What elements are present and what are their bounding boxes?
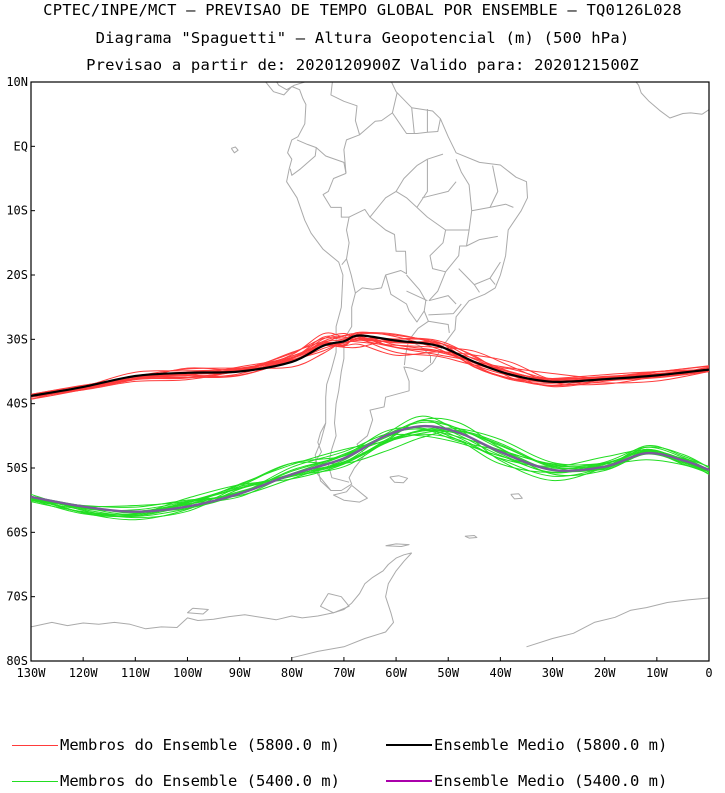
border-venezuela-brazil (359, 92, 398, 136)
border-guianas (391, 107, 441, 134)
alexander-island (320, 593, 350, 614)
ensemble-member-line (31, 433, 709, 518)
map-panel: 10N EQ 10S 20S 30S 40S 50S 60S 70S 80S 130W 120W 11… (6, 0, 713, 680)
ensemble-mean-5400-line (31, 424, 709, 513)
lat-label: 50S (6, 461, 28, 475)
border-colombia-venezuela (330, 82, 361, 174)
legend-mean-5400: Ensemble Medio (5400.0 m) (386, 769, 667, 793)
lat-label: 60S (6, 525, 28, 539)
lon-label: 120W (69, 666, 99, 680)
south-georgia (510, 493, 523, 500)
legend-label-mean-5400: Ensemble Medio (5400.0 m) (434, 772, 668, 790)
lon-label: 0 (705, 666, 712, 680)
lat-label: 10S (6, 204, 28, 218)
legend-members-5400: Membros do Ensemble (5400.0 m) (12, 769, 340, 793)
lat-label: 70S (6, 590, 28, 604)
legend-swatch-members-5800 (12, 744, 58, 746)
falkland-islands (389, 475, 409, 484)
legend: Membros do Ensemble (5800.0 m) Ensemble … (0, 730, 725, 792)
legend-swatch-mean-5800 (386, 744, 432, 746)
caribbean-coast (276, 82, 305, 91)
lon-label: 130W (17, 666, 47, 680)
title-line-2: Diagrama "Spaguetti" — Altura Geopotenci… (95, 29, 630, 47)
ensemble-member-line (31, 334, 709, 400)
south-orkney (464, 535, 478, 539)
south-shetland (385, 543, 410, 547)
ensemble-member-line (31, 341, 709, 400)
legend-label-members-5800: Membros do Ensemble (5800.0 m) (60, 736, 340, 754)
lat-label: 40S (6, 397, 28, 411)
ensemble-member-line (31, 340, 709, 396)
ensemble-member-line (31, 430, 709, 513)
ensemble-member-line (31, 337, 709, 396)
border-peru-brazil (322, 172, 350, 218)
ensemble-member-line (31, 433, 709, 517)
border-peru-chile (341, 258, 347, 266)
border-colombia-peru (315, 147, 347, 174)
ensemble-member-line (31, 332, 709, 397)
lon-label: 20W (594, 666, 616, 680)
tierra-del-fuego (333, 485, 368, 503)
members-5800-layer (31, 331, 709, 400)
brazil-states (369, 153, 514, 333)
antarctic-east-coast (291, 552, 413, 659)
ensemble-member-line (31, 339, 709, 396)
ensemble-mean-5800-line (31, 334, 709, 397)
legend-label-members-5400: Membros do Ensemble (5400.0 m) (60, 772, 340, 790)
border-bolivia (346, 208, 407, 294)
lon-label: 70W (333, 666, 355, 680)
legend-members-5800: Membros do Ensemble (5800.0 m) (12, 733, 340, 757)
ensemble-member-line (31, 419, 709, 519)
antarctic-peninsula (31, 552, 412, 630)
border-argentina-brazil (408, 310, 429, 341)
lat-label: 20S (6, 268, 28, 282)
lon-label: 100W (173, 666, 203, 680)
title-line-3: Previsao a partir de: 2020120900Z Valido… (86, 56, 639, 74)
lon-label: 40W (490, 666, 512, 680)
lat-label: EQ (14, 139, 28, 153)
lon-label: 90W (229, 666, 251, 680)
longitude-labels: 130W 120W 110W 100W 90W 80W 70W 60W 50W 40W 30W 20W… (17, 666, 713, 680)
lat-label: 10N (6, 75, 28, 89)
legend-swatch-members-5400 (12, 780, 58, 782)
lon-label: 110W (121, 666, 151, 680)
coastlines-layer (31, 0, 709, 659)
cuba-coast (266, 0, 318, 18)
lat-label: 80S (6, 654, 28, 668)
ensemble-member-line (31, 332, 709, 398)
title-line-1: CPTEC/INPE/MCT — PREVISAO DE TEMPO GLOBA… (43, 1, 682, 19)
latitude-labels: 10N EQ 10S 20S 30S 40S 50S 60S 70S 80S (6, 75, 28, 668)
lon-label: 10W (646, 666, 668, 680)
legend-mean-5800: Ensemble Medio (5800.0 m) (386, 733, 667, 757)
africa-edge (635, 82, 709, 119)
axis-ticks (30, 81, 710, 662)
lon-label: 30W (542, 666, 564, 680)
thurston-island (187, 607, 209, 615)
ensemble-member-line (31, 337, 709, 395)
galapagos (230, 146, 239, 154)
ensemble-member-line (31, 426, 709, 518)
lat-label: 30S (6, 332, 28, 346)
south-america-coast (265, 82, 528, 491)
ensemble-member-line (31, 337, 709, 396)
border-ecuador-peru (289, 139, 317, 176)
legend-label-mean-5800: Ensemble Medio (5800.0 m) (434, 736, 668, 754)
legend-swatch-mean-5400 (386, 780, 432, 782)
lon-label: 50W (437, 666, 459, 680)
members-5400-layer (31, 415, 709, 521)
lon-label: 60W (385, 666, 407, 680)
lon-label: 80W (281, 666, 303, 680)
border-paraguay (385, 274, 427, 323)
weddell-ice-shelf (526, 597, 709, 648)
border-chile-argentina (327, 292, 356, 483)
